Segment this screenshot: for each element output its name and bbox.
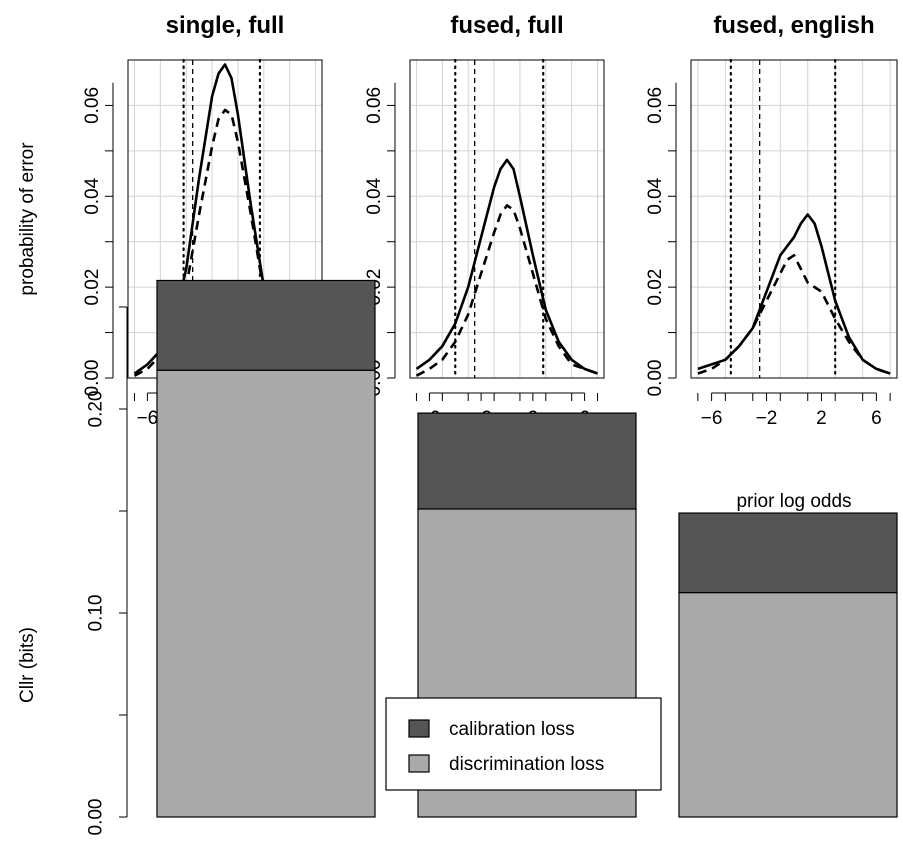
y-tick-label: 0.04 [645, 177, 666, 214]
legend-label: discrimination loss [449, 754, 604, 775]
legend-label: calibration loss [449, 719, 575, 740]
series-solid-line [697, 213, 891, 375]
plot-frame [690, 59, 898, 379]
legend-box [385, 697, 662, 791]
y-tick-label: 0.00 [645, 360, 666, 397]
series-solid-line [415, 158, 598, 375]
y-tick-label: 0.00 [82, 360, 103, 397]
x-tick-label: 2 [816, 408, 827, 429]
legend: calibration loss discrimination loss [385, 697, 662, 791]
cllr-bar-chart: 0.00 0.10 0.20 Cllr (bits) calibration loss d… [17, 279, 898, 836]
panel-title: single, full [166, 12, 285, 39]
y-tick-label: 0.04 [82, 177, 103, 214]
bar-y-tick-label: 0.00 [86, 799, 107, 836]
x-axis-label: prior log odds [736, 491, 851, 512]
bar-calibration-loss [417, 412, 637, 510]
bar-discrimination-loss [678, 591, 898, 818]
y-tick-label: 0.06 [364, 87, 385, 124]
bar-y-tick-label: 0.20 [86, 391, 107, 428]
legend-swatch [408, 719, 430, 738]
x-tick-label: 6 [871, 408, 882, 429]
bar-y-tick-label: 0.10 [86, 595, 107, 632]
y-tick-label: 0.06 [645, 87, 666, 124]
y-tick-label: 0.04 [364, 177, 385, 214]
bar-calibration-loss [156, 279, 376, 371]
bar-discrimination-loss [156, 369, 376, 818]
panel-title: fused, english [713, 12, 874, 39]
x-tick-label: −6 [701, 408, 723, 429]
series-dashed-line [697, 254, 891, 375]
bar-y-axis-label: Cllr (bits) [17, 627, 38, 703]
y-tick-label: 0.02 [645, 269, 666, 306]
legend-swatch [408, 754, 430, 773]
bar-calibration-loss [678, 512, 898, 594]
panel-3: −6 −2 2 6 0.00 0.02 0.04 0.06 fused, english prio… [645, 12, 898, 512]
plot-frame [409, 59, 605, 379]
y-axis-label: probability of error [17, 142, 38, 296]
y-tick-label: 0.02 [82, 269, 103, 306]
y-tick-label: 0.06 [82, 87, 103, 124]
x-tick-label: −2 [756, 408, 778, 429]
series-dashed-line [415, 204, 598, 377]
panel-title: fused, full [450, 12, 563, 39]
x-tick-label: −6 [137, 408, 159, 429]
